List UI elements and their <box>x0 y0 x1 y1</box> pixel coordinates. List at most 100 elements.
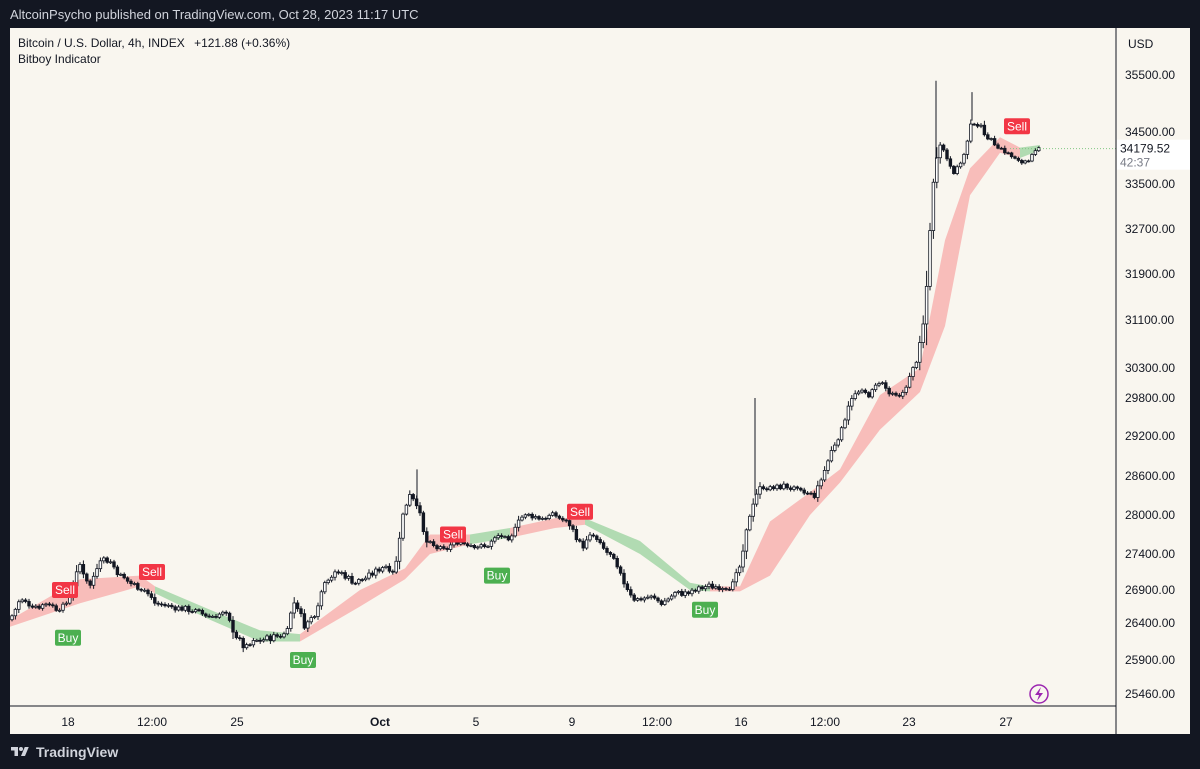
candle-body <box>744 529 749 552</box>
candle-body <box>285 628 290 635</box>
currency-label[interactable]: USD <box>1128 37 1154 51</box>
candle-body <box>890 392 895 395</box>
price-tick-label: 35500.00 <box>1125 68 1175 82</box>
candle-body <box>163 603 167 607</box>
candle-body <box>676 590 681 593</box>
candle-body <box>234 631 239 639</box>
candle-body <box>955 166 959 174</box>
candle-body <box>27 601 31 607</box>
candle-body <box>520 516 524 521</box>
price-tick-label: 31100.00 <box>1125 313 1174 327</box>
candle-body <box>537 516 541 520</box>
candle-body <box>336 571 341 574</box>
candle-body <box>122 573 126 579</box>
candle-body <box>975 124 980 127</box>
candle-body <box>819 479 823 487</box>
candle-body <box>686 591 691 595</box>
candle-body <box>244 644 249 649</box>
price-tick-label: 25900.00 <box>1125 653 1175 667</box>
candle-body <box>149 593 154 598</box>
candle-body <box>931 181 936 231</box>
signal-sell-text: Sell <box>570 505 590 519</box>
signal-buy-label <box>484 567 510 584</box>
candle-body <box>197 609 201 612</box>
indicator-name: Bitboy Indicator <box>18 52 101 66</box>
candle-body <box>193 609 198 613</box>
candle-body <box>775 484 779 490</box>
candle-body <box>799 487 803 491</box>
indicator-legend[interactable]: Bitboy Indicator <box>18 52 101 66</box>
candle-body <box>482 544 487 548</box>
candle-body <box>839 427 844 441</box>
candle-body <box>448 544 453 550</box>
candle-body <box>510 535 514 541</box>
candle-body <box>714 586 718 589</box>
candle-body <box>282 633 286 638</box>
candle-body <box>88 580 92 586</box>
candle-body <box>591 534 596 537</box>
candle-body <box>40 604 45 609</box>
current-price-value: 34179.52 <box>1120 142 1170 156</box>
candle-body <box>567 520 572 527</box>
candle-body <box>377 568 381 572</box>
candle-body <box>720 588 725 591</box>
chart-area[interactable]: Sell Buy Sell Buy Sell Buy Sell Buy Sell USD 35500… <box>10 28 1190 734</box>
symbol-legend[interactable]: Bitcoin / U.S. Dollar, 4h, INDEX +121.88… <box>18 36 290 50</box>
candle-body <box>639 598 643 601</box>
candle-body <box>547 514 551 519</box>
candle-body <box>187 605 191 612</box>
candle-body <box>513 526 517 537</box>
candle-body <box>442 546 446 549</box>
candle-body <box>10 615 14 621</box>
candle-body <box>897 394 902 397</box>
candle-body <box>357 579 361 584</box>
candle-body <box>615 558 619 568</box>
candle-body <box>598 539 602 544</box>
candle-body <box>952 165 956 174</box>
candle-body <box>867 392 871 398</box>
candle-body <box>499 535 504 538</box>
candle-body <box>255 639 259 642</box>
time-tick-label: Oct <box>370 715 390 729</box>
signal-buy-label <box>692 601 718 618</box>
candle-body <box>887 387 891 395</box>
candle-body <box>1033 150 1038 155</box>
candle-body <box>571 525 575 530</box>
candle-body <box>928 230 932 287</box>
candle-body <box>612 553 616 559</box>
candle-body <box>81 564 86 575</box>
lightning-icon[interactable] <box>1029 684 1049 704</box>
indicator-band-bear <box>510 518 585 538</box>
candle-body <box>241 638 245 649</box>
candle-body <box>979 124 983 127</box>
candle-body <box>1013 156 1017 159</box>
candle-body <box>914 361 919 368</box>
candle-body <box>693 589 698 592</box>
tradingview-brand: TradingView <box>36 744 119 760</box>
candle-body <box>561 517 565 521</box>
candle-body <box>47 603 52 606</box>
candle-body <box>465 543 470 547</box>
candle-body <box>581 540 585 549</box>
candle-body <box>935 157 939 183</box>
price-chart[interactable]: Sell Buy Sell Buy Sell Buy Sell Buy Sell USD 35500… <box>10 28 1190 734</box>
candle-body <box>302 613 307 629</box>
candle-body <box>788 487 793 490</box>
candle-body <box>588 534 592 541</box>
candle-body <box>319 591 324 607</box>
signal-sell-label <box>52 582 78 598</box>
candle-body <box>703 586 708 590</box>
tradingview-logo[interactable]: TradingView <box>10 744 118 760</box>
price-tick-label: 25460.00 <box>1125 687 1175 701</box>
candle-body <box>802 489 806 494</box>
signal-sell-label <box>567 503 593 520</box>
candle-body <box>785 483 789 489</box>
candle-body <box>829 450 834 462</box>
candle-body <box>962 153 966 164</box>
candle-body <box>153 597 157 604</box>
candle-body <box>833 444 837 451</box>
candle-body <box>425 531 429 543</box>
candle-body <box>333 571 337 578</box>
signal-sell-label <box>1004 118 1030 135</box>
price-tick-label: 28000.00 <box>1125 508 1175 522</box>
